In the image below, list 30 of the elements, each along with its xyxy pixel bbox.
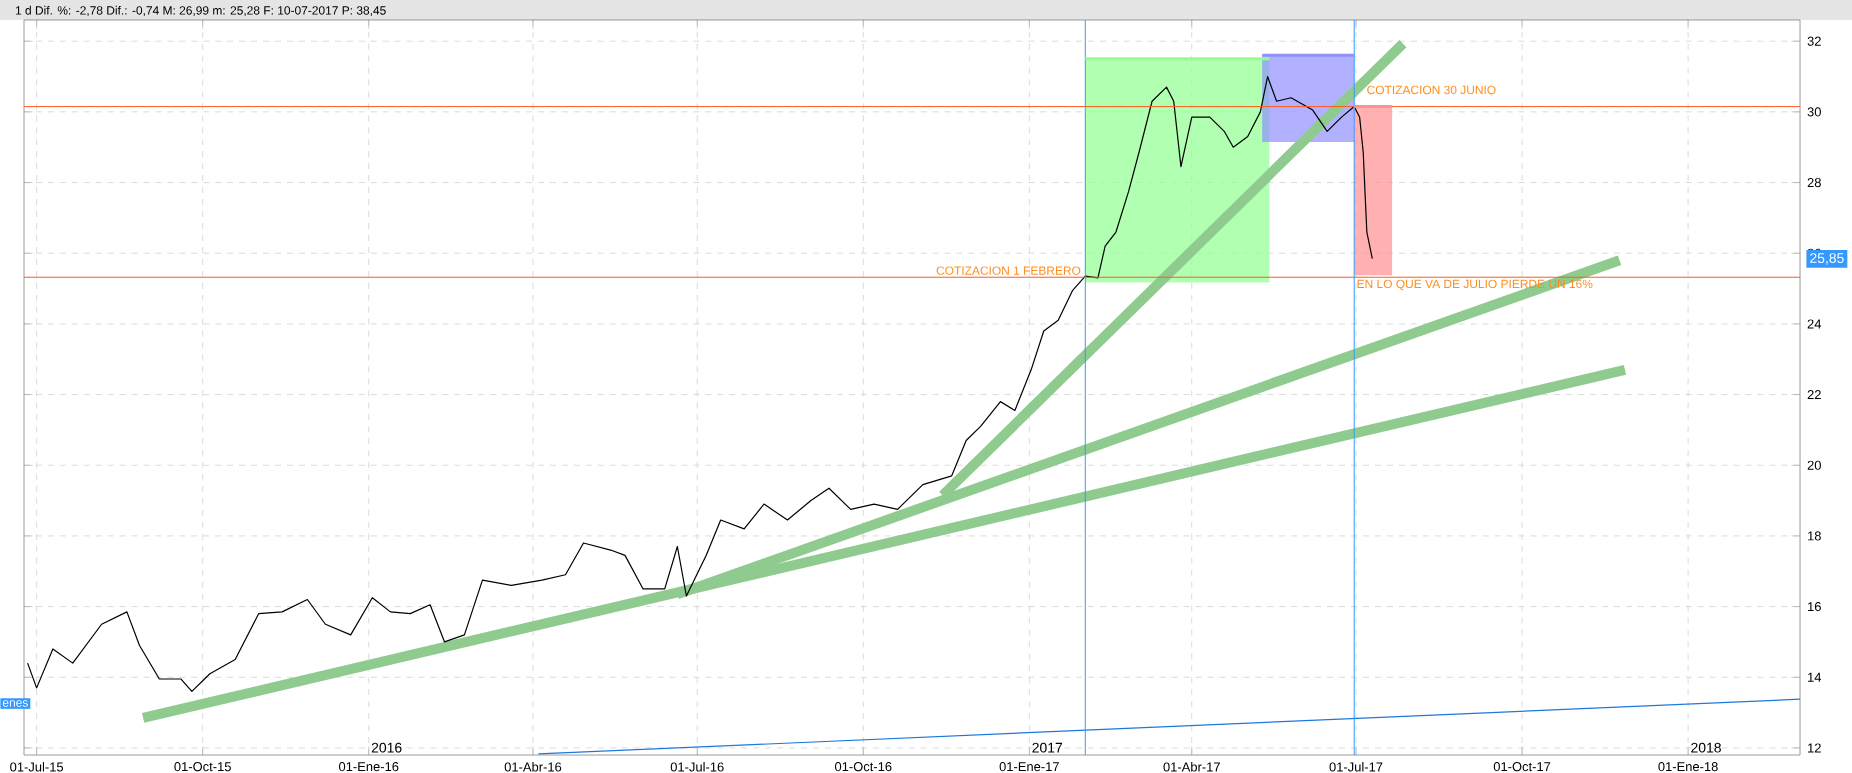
x-tick-label: 01-Oct-17 <box>1493 762 1551 772</box>
x-tick-label: 01-Abr-16 <box>504 762 562 772</box>
y-tick-label: 12 <box>1808 743 1821 753</box>
y-tick-label: 30 <box>1807 107 1821 117</box>
x-tick-label: 01-Oct-16 <box>834 762 892 772</box>
annotation: COTIZACION 1 FEBRERO <box>936 266 1081 275</box>
annotation: EN LO QUE VA DE JULIO PIERDE UN 16% <box>1357 279 1593 291</box>
x-tick-label: 01-Jul-16 <box>670 762 724 772</box>
chart-title: 1 d Dif. %: -2,78 Dif.: -0,74 M: 26,99 m: 25,28 F: 10-07-2017 P: 38,45 <box>15 5 386 17</box>
annotation: 2018 <box>1691 742 1721 753</box>
x-tick-label: 01-Oct-15 <box>174 762 231 772</box>
x-tick-label: 01-Abr-17 <box>1163 762 1220 772</box>
y-tick-label: 22 <box>1807 390 1821 400</box>
x-tick-label: 01-Ene-16 <box>338 762 399 772</box>
y-tick-label: 20 <box>1807 460 1821 470</box>
x-tick-label: 01-Ene-18 <box>1658 762 1718 772</box>
y-tick-label: 28 <box>1807 177 1821 188</box>
x-tick-label: 01-Jul-17 <box>1329 762 1383 772</box>
annotation: 2017 <box>1032 742 1063 753</box>
y-tick-label: 32 <box>1807 36 1821 46</box>
annotation: COTIZACION 30 JUNIO <box>1367 85 1496 95</box>
y-tick-label: 18 <box>1808 531 1821 541</box>
y-tick-label: 14 <box>1808 672 1822 682</box>
text: 25,85 <box>1810 253 1844 265</box>
y-tick-label: 24 <box>1807 319 1822 329</box>
annotation: 2016 <box>371 742 402 753</box>
x-tick-label: 01-Jul-15 <box>10 762 64 772</box>
y-tick-label: 16 <box>1808 602 1821 612</box>
annotation: enes <box>2 700 28 707</box>
x-tick-label: 01-Ene-17 <box>999 762 1059 772</box>
